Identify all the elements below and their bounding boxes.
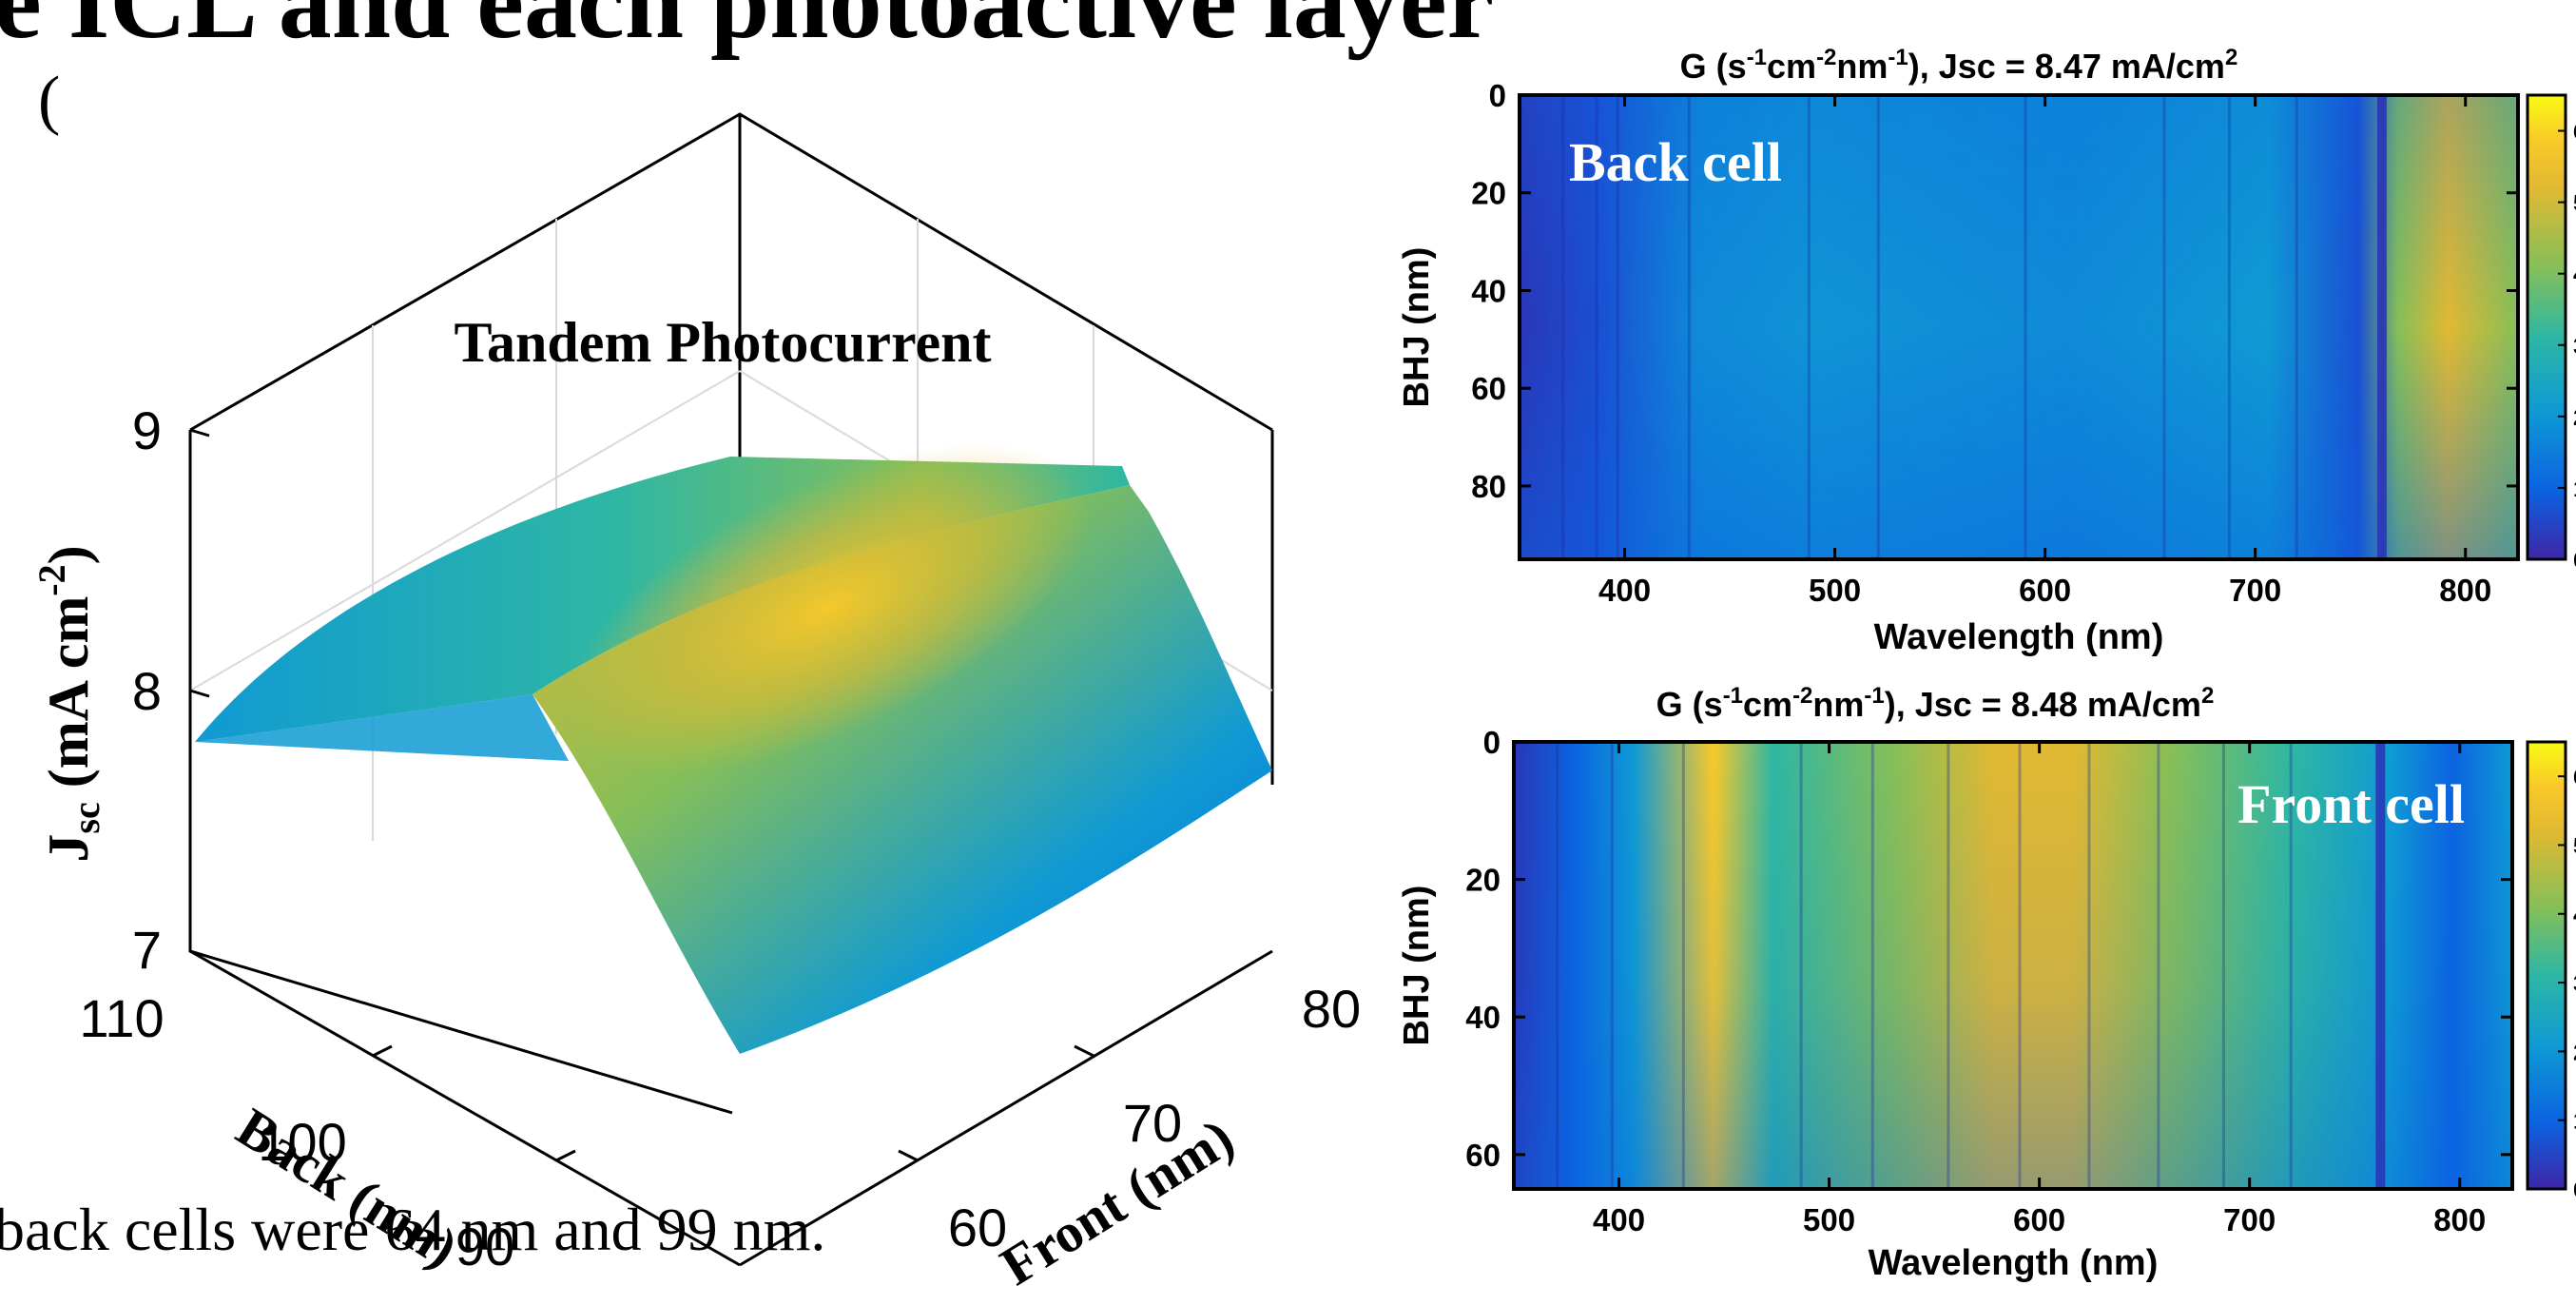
absorption-stripe [1595,95,1598,559]
top-panel-label: Back cell [1569,131,1782,193]
y-tick-label: 40 [1471,273,1506,308]
surface-mesh [195,443,1272,1054]
surface-left-edge [195,694,569,761]
absorption-stripe [2221,742,2225,1189]
z-tick-8: 8 [132,661,162,721]
y-tick-label: 60 [1471,371,1506,406]
bottom-heatmap-depth-shading [1514,742,2512,1189]
colorbar-tick-label: 60 [2573,120,2576,146]
y-tick-label: 20 [1471,176,1506,211]
absorption-band [2375,742,2386,1189]
top-ylabel: BHJ (nm) [1397,247,1437,408]
absorption-stripe [2162,95,2166,559]
back-axis-label: Back (nm) [226,1096,468,1279]
z-tick-9: 9 [132,400,162,460]
x-tick-label: 500 [1809,573,1861,608]
bottom-colorbar-ticks: 0 10 20 30 40 50 60 [2558,765,2576,1203]
colorbar-tick-label: 40 [2573,903,2576,928]
colorbar-tick-label: 60 [2573,765,2576,790]
surface-ticks [189,428,1094,1162]
top-colorbar-ticks: 0 10 20 30 40 50 60 [2558,120,2576,574]
surface-ridge-highlight [563,443,1092,774]
absorption-stripe [1616,95,1619,559]
absorption-stripe [1947,742,1950,1189]
top-heatmap-title: G (s-1cm-2nm-1), Jsc = 8.47 mA/cm2 [1680,45,2238,86]
y-tick-label: 0 [1483,725,1501,760]
back-tick-110: 110 [79,988,164,1048]
colorbar-tick-label: 0 [2573,1178,2576,1203]
top-colorbar [2526,93,2567,561]
bottom-ylabel: BHJ (nm) [1397,886,1437,1046]
absorption-stripe [2157,742,2160,1189]
slide-title-fragment: e ICL and each photoactive layer [0,0,1495,61]
colorbar-tick-label: 10 [2573,1109,2576,1135]
bottom-heatmap-title: G (s-1cm-2nm-1), Jsc = 8.48 mA/cm2 [1656,683,2215,724]
bottom-colorbar [2526,740,2567,1191]
y-tick-label: 80 [1471,469,1506,504]
x-tick-label: 800 [2439,573,2491,608]
x-tick-label: 600 [2019,573,2071,608]
back-tick-80: 80 [655,1302,714,1305]
back-tick-90: 90 [455,1217,514,1276]
absorption-stripe [2087,742,2091,1189]
colorbar-tick-label: 30 [2573,971,2576,997]
absorption-stripe [1561,95,1565,559]
x-tick-label: 600 [2013,1202,2065,1237]
y-tick-label: 0 [1489,78,1506,113]
absorption-stripe [1870,742,1874,1189]
bottom-heatmap-ticks: 400 500 600 700 800 0 20 40 60 [1465,725,2512,1237]
x-tick-label: 500 [1803,1202,1855,1237]
bottom-heatmap-frame [1512,740,2514,1191]
front-tick-60: 60 [948,1198,1007,1257]
heatmap-front-cell: G (s-1cm-2nm-1), Jsc = 8.48 mA/cm2 Front… [1397,683,2576,1283]
front-axis-label: Front (nm) [990,1106,1244,1297]
top-heatmap-frame [1518,93,2520,561]
top-heatmap-depth-shading [1520,95,2518,559]
absorption-stripe [2024,95,2027,559]
top-heatmap-ticks: 400 500 600 700 800 0 20 40 60 80 [1471,78,2518,608]
x-tick-label: 700 [2229,573,2281,608]
absorption-stripe [1807,95,1811,559]
bottom-xlabel: Wavelength (nm) [1869,1243,2159,1283]
absorption-stripe [1876,95,1880,559]
slide-caption-fragment: back cells were 64 nm and 99 nm. [0,1196,826,1263]
front-tick-70: 70 [1123,1093,1182,1153]
absorption-band [2376,95,2387,559]
z-axis-label: Jsc (mA cm-2) [30,545,107,862]
colorbar-tick-label: 50 [2573,833,2576,859]
bottom-panel-label: Front cell [2237,773,2465,835]
z-tick-7: 7 [132,920,162,980]
heatmap-back-cell: G (s-1cm-2nm-1), Jsc = 8.47 mA/cm2 Back … [1397,45,2576,657]
absorption-stripe [1556,742,1559,1189]
absorption-stripe [2227,95,2231,559]
colorbar-tick-label: 20 [2573,405,2576,431]
front-tick-50: 50 [769,1302,828,1305]
surface-plot: Tandem Photocurrent 9 8 7 110 100 90 80 … [30,112,1361,1305]
back-tick-100: 100 [258,1112,346,1172]
absorption-stripe [2295,95,2298,559]
colorbar-tick-label: 10 [2573,477,2576,502]
colorbar-tick-label: 30 [2573,334,2576,360]
colorbar-tick-label: 50 [2573,191,2576,217]
absorption-stripe [2289,742,2293,1189]
x-tick-label: 800 [2433,1202,2486,1237]
x-tick-label: 400 [1593,1202,1645,1237]
absorption-stripe [1610,742,1614,1189]
absorption-stripe [1799,742,1803,1189]
y-tick-label: 40 [1465,1000,1501,1035]
absorption-stripe [1687,95,1691,559]
x-tick-label: 700 [2223,1202,2276,1237]
y-tick-label: 60 [1465,1138,1501,1173]
colorbar-tick-label: 0 [2573,548,2576,574]
top-xlabel: Wavelength (nm) [1874,617,2164,657]
absorption-stripe [1681,742,1685,1189]
y-tick-label: 20 [1465,863,1501,898]
slide-paren-fragment: ( [38,64,61,137]
colorbar-tick-label: 40 [2573,263,2576,288]
surface-title: Tandem Photocurrent [454,311,991,374]
x-tick-label: 400 [1598,573,1651,608]
colorbar-tick-label: 20 [2573,1040,2576,1065]
front-tick-80: 80 [1302,979,1361,1039]
absorption-stripe [2018,742,2022,1189]
